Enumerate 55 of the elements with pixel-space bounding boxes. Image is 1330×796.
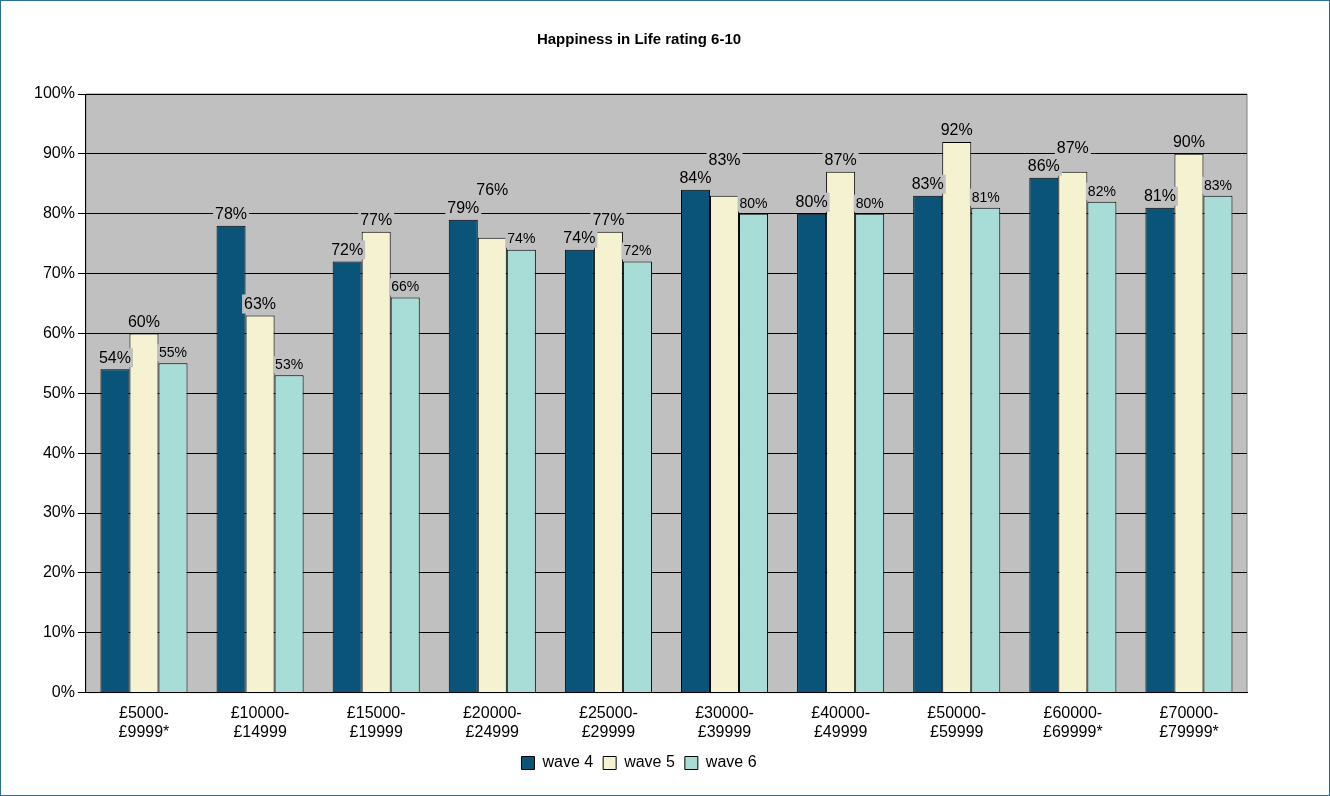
x-tick-label: £10000-£14999 [230,703,290,740]
y-tick-label: 30% [42,503,75,521]
data-label: 87% [1056,139,1089,157]
y-tick-label: 90% [42,144,75,162]
data-label: 55% [158,344,188,361]
y-tick-label: 0% [51,683,75,701]
chart-title: Happiness in Life rating 6-10 [536,30,742,48]
data-label: 76% [476,181,509,199]
legend-label: wave 6 [704,753,757,771]
data-label: 74% [507,230,536,247]
x-tick-label: £20000-£24999 [462,703,522,740]
y-tick-label: 80% [42,204,75,222]
y-tick-label: 70% [42,263,75,281]
data-label: 81% [971,188,1000,205]
data-label: 72% [623,242,652,259]
data-label: 83% [911,175,944,193]
data-label: 77% [592,211,625,229]
x-tick-label: £60000-£69999* [1043,703,1103,740]
data-label: 80% [739,194,768,211]
y-tick-label: 20% [42,563,75,581]
data-label: 54% [98,348,131,366]
y-tick-label: 60% [42,323,75,341]
data-label: 83% [708,151,741,169]
data-label: 92% [940,121,973,139]
data-label: 66% [391,278,420,295]
data-label: 83% [1203,176,1232,193]
x-tick-label: £40000-£49999 [811,703,870,740]
data-label: 84% [679,169,712,187]
x-tick-label: £50000-£59999 [927,703,987,740]
y-tick-label: 10% [42,623,75,641]
y-tick-label: 40% [42,443,75,461]
data-label: 53% [275,356,304,373]
data-label: 87% [824,151,857,169]
data-label: 86% [1027,157,1060,175]
x-tick-label: £70000-£79999* [1159,703,1219,740]
data-label: 63% [244,294,277,312]
x-tick-label: £25000-£29999 [579,703,638,740]
data-label: 78% [215,205,248,223]
y-tick-label: 50% [42,383,75,401]
legend-label: wave 4 [541,753,594,771]
data-label: 90% [1172,133,1205,151]
x-tick-label: £30000-£39999 [695,703,754,740]
x-tick-label: £15000-£19999 [346,703,406,740]
data-label: 82% [1087,182,1116,199]
data-label: 72% [331,241,364,259]
data-label: 74% [563,229,596,247]
y-tick-label: 100% [34,84,75,102]
data-label: 60% [127,312,160,330]
x-tick-label: £5000-£9999* [118,703,170,740]
legend-label: wave 5 [623,753,675,771]
data-label: 77% [360,211,393,229]
data-label: 81% [1143,187,1176,205]
data-label: 80% [855,194,884,211]
data-label: 79% [447,199,480,217]
data-label: 80% [795,193,828,211]
